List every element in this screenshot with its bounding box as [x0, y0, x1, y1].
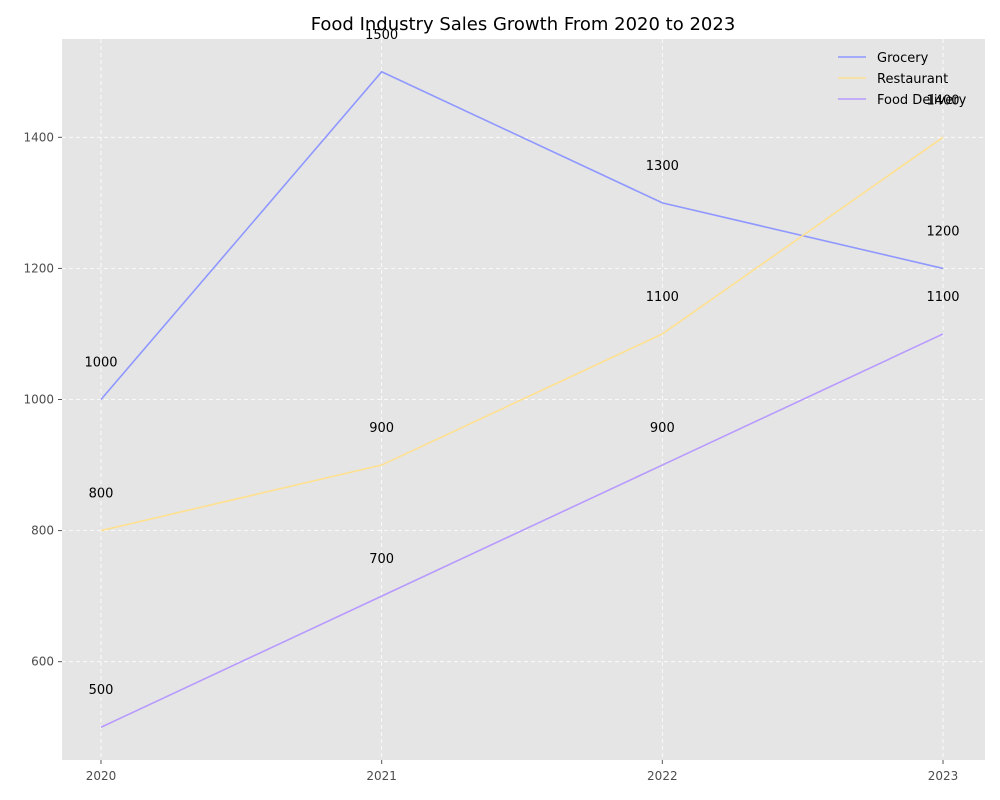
data-label-restaurant: 1400 — [926, 93, 959, 108]
y-axis: 600 800 1000 1200 1400 — [23, 130, 62, 669]
data-label-restaurant: 800 — [89, 487, 114, 502]
data-label-restaurant: 900 — [369, 421, 394, 436]
y-tick-label: 800 — [31, 524, 54, 538]
legend-label-restaurant: Restaurant — [877, 72, 948, 87]
data-label-grocery: 1000 — [84, 356, 117, 371]
x-tick-label: 2023 — [928, 769, 959, 783]
series-line-food-delivery — [100, 333, 944, 728]
x-tick-label: 2022 — [647, 769, 678, 783]
data-labels: 1000 1500 1300 1200 800 900 1100 1400 500 700 900 1… — [84, 28, 959, 698]
legend-label-food-delivery: Food Delivery — [877, 93, 967, 108]
series-line-restaurant — [100, 136, 944, 532]
y-tick-label: 1200 — [23, 261, 54, 275]
data-label-food-delivery: 500 — [89, 683, 114, 698]
x-axis: 2020 2021 2022 2023 — [86, 760, 959, 783]
data-label-food-delivery: 700 — [369, 552, 394, 567]
y-tick-label: 1400 — [23, 130, 54, 144]
x-tick-label: 2020 — [86, 769, 117, 783]
x-tick-label: 2021 — [366, 769, 397, 783]
data-label-restaurant: 1100 — [646, 290, 679, 305]
data-label-grocery: 1300 — [646, 159, 679, 174]
chart-title: Food Industry Sales Growth From 2020 to … — [311, 14, 736, 35]
legend-label-grocery: Grocery — [877, 51, 929, 66]
series-layer — [100, 70, 944, 728]
y-tick-label: 600 — [31, 655, 54, 669]
data-label-food-delivery: 1100 — [926, 290, 959, 305]
data-label-grocery: 1500 — [365, 28, 398, 43]
data-label-grocery: 1200 — [926, 224, 959, 239]
data-label-food-delivery: 900 — [650, 421, 675, 436]
y-tick-label: 1000 — [23, 393, 54, 407]
legend: Grocery Restaurant Food Delivery — [838, 51, 967, 108]
